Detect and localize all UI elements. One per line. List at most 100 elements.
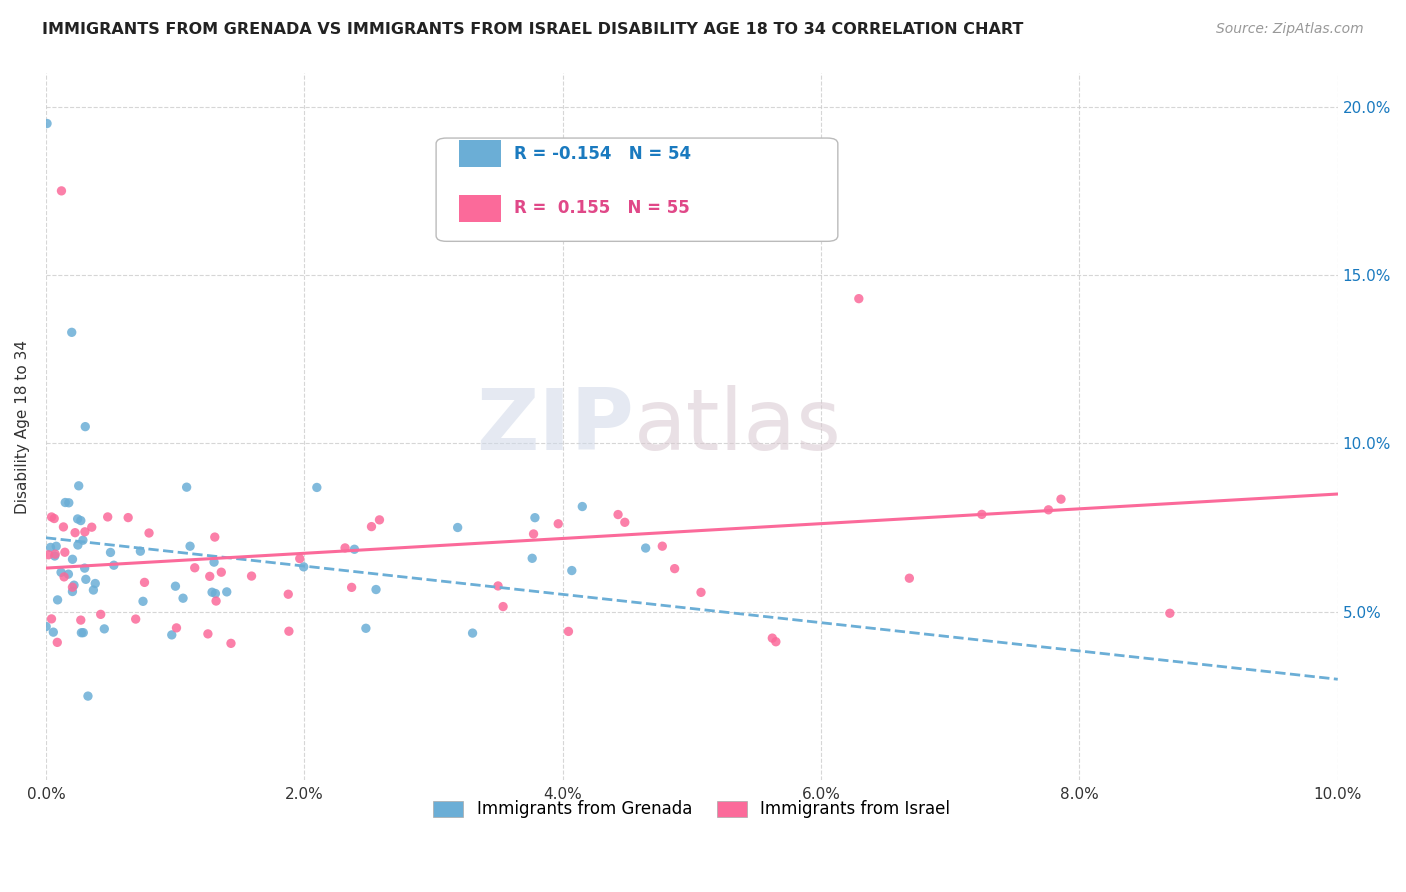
Point: [38, 548, 60, 562]
Point: [765, 634, 787, 648]
Point: [41, 612, 63, 626]
Point: [58, 567, 80, 582]
Point: [292, 559, 315, 574]
Point: [100, 545, 122, 559]
Point: [1159, 607, 1181, 621]
Point: [197, 627, 219, 641]
Point: [44, 511, 66, 525]
Point: [80, 520, 103, 534]
Point: [73, 524, 96, 539]
Point: [66, 538, 89, 552]
Point: [72, 625, 94, 640]
Point: [970, 508, 993, 522]
Point: [219, 636, 242, 650]
Point: [1050, 492, 1073, 507]
Point: [160, 628, 183, 642]
Point: [73, 561, 96, 575]
Y-axis label: Disability Age 18 to 34: Disability Age 18 to 34: [15, 340, 30, 514]
Point: [103, 558, 125, 573]
Point: [66, 512, 89, 526]
Point: [561, 564, 583, 578]
Point: [204, 586, 226, 600]
FancyBboxPatch shape: [436, 138, 838, 242]
Text: IMMIGRANTS FROM GRENADA VS IMMIGRANTS FROM ISRAEL DISABILITY AGE 18 TO 34 CORREL: IMMIGRANTS FROM GRENADA VS IMMIGRANTS FR…: [42, 22, 1024, 37]
Point: [305, 480, 328, 494]
Point: [44, 549, 66, 563]
Point: [69, 514, 91, 528]
Text: R =  0.155   N = 55: R = 0.155 N = 55: [513, 199, 689, 217]
Point: [67, 479, 90, 493]
Point: [201, 585, 224, 599]
Point: [53, 545, 76, 559]
Point: [522, 527, 544, 541]
Bar: [460, 140, 501, 167]
Point: [75, 419, 97, 434]
Bar: [460, 194, 501, 221]
Point: [447, 520, 470, 534]
Point: [172, 591, 194, 606]
Point: [368, 513, 391, 527]
Point: [240, 569, 263, 583]
Point: [35, 116, 58, 130]
Point: [62, 584, 84, 599]
Point: [523, 510, 546, 524]
Text: ZIP: ZIP: [477, 385, 634, 468]
Point: [138, 526, 160, 541]
Point: [41, 510, 63, 524]
Point: [343, 542, 366, 557]
Point: [53, 570, 76, 584]
Point: [354, 621, 377, 635]
Point: [176, 480, 198, 494]
Point: [46, 635, 69, 649]
Point: [547, 516, 569, 531]
Point: [125, 612, 148, 626]
Text: atlas: atlas: [634, 385, 842, 468]
Point: [35, 619, 58, 633]
Point: [333, 541, 356, 555]
Point: [1038, 503, 1060, 517]
Point: [209, 565, 232, 579]
Point: [607, 508, 630, 522]
Point: [492, 599, 515, 614]
Point: [690, 585, 713, 599]
Point: [179, 539, 201, 553]
Point: [664, 561, 686, 575]
Point: [129, 544, 152, 558]
Point: [651, 539, 673, 553]
Point: [62, 552, 84, 566]
Point: [761, 631, 783, 645]
Point: [46, 593, 69, 607]
Point: [364, 582, 387, 597]
Point: [42, 625, 65, 640]
Point: [49, 566, 72, 580]
Point: [898, 571, 921, 585]
Point: [557, 624, 579, 639]
Point: [69, 613, 91, 627]
Point: [461, 626, 484, 640]
Point: [90, 607, 112, 622]
Point: [184, 561, 207, 575]
Point: [613, 516, 636, 530]
Point: [60, 326, 83, 340]
Point: [522, 551, 544, 566]
Point: [72, 533, 94, 548]
Point: [39, 541, 62, 555]
Point: [82, 582, 104, 597]
Point: [166, 621, 188, 635]
Point: [117, 510, 139, 524]
Point: [93, 622, 115, 636]
Point: [360, 519, 382, 533]
Point: [215, 585, 238, 599]
Legend: Immigrants from Grenada, Immigrants from Israel: Immigrants from Grenada, Immigrants from…: [426, 794, 957, 825]
Point: [848, 292, 870, 306]
Point: [340, 580, 363, 594]
Point: [202, 555, 225, 569]
Point: [571, 500, 593, 514]
Point: [45, 539, 67, 553]
Point: [62, 580, 84, 594]
Point: [486, 579, 509, 593]
Point: [277, 624, 299, 639]
Point: [51, 184, 73, 198]
Point: [63, 525, 86, 540]
Point: [70, 625, 93, 640]
